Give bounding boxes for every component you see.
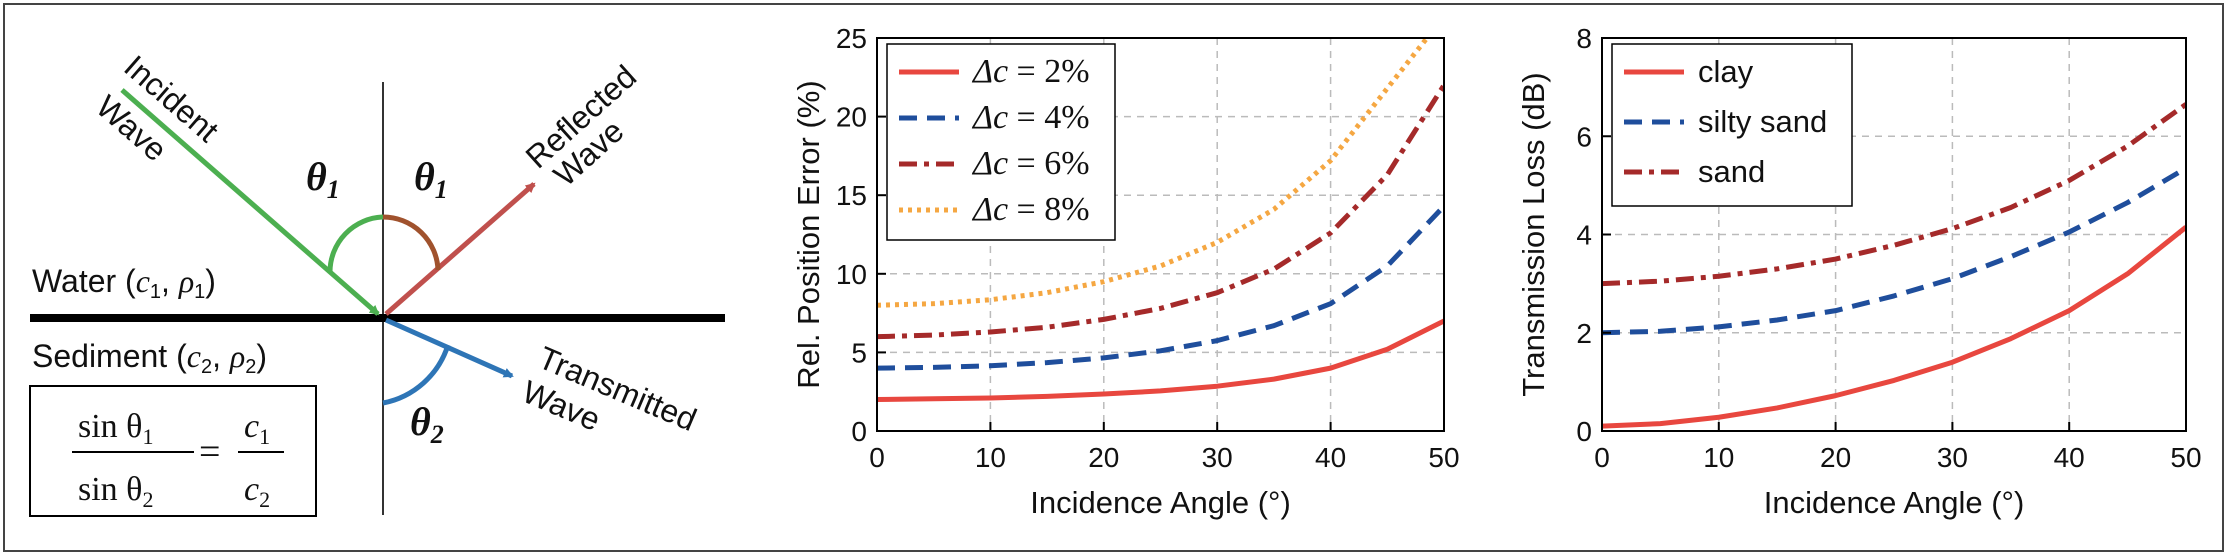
x-tick-label: 10 <box>1703 442 1734 473</box>
x-axis-label: Incidence Angle (°) <box>1030 485 1291 520</box>
incident-ray <box>120 88 380 316</box>
legend-label: Δc = 6% <box>971 145 1090 182</box>
y-tick-label: 6 <box>1576 121 1592 152</box>
x-tick-label: 20 <box>1820 442 1851 473</box>
svg-text:c2: c2 <box>244 471 270 512</box>
y-axis-label: Rel. Position Error (%) <box>791 80 826 388</box>
theta2-label: θ2 <box>410 399 444 449</box>
x-tick-label: 20 <box>1088 442 1119 473</box>
legend-label: sand <box>1698 154 1765 189</box>
y-tick-label: 4 <box>1576 220 1592 251</box>
theta1-arc-incident <box>327 214 384 273</box>
y-tick-label: 20 <box>836 102 867 133</box>
svg-text:sin θ1: sin θ1 <box>78 408 153 449</box>
x-tick-label: 40 <box>1315 442 1346 473</box>
series-line-2 <box>877 204 1444 371</box>
x-axis-label: Incidence Angle (°) <box>1764 485 2025 520</box>
series-line-1 <box>1602 225 2186 429</box>
y-tick-label: 5 <box>851 337 867 368</box>
svg-text:sin θ2: sin θ2 <box>78 471 153 512</box>
x-tick-label: 30 <box>1202 442 1233 473</box>
legend-label: silty sand <box>1698 104 1827 139</box>
legend-label: Δc = 8% <box>971 191 1090 228</box>
x-tick-label: 30 <box>1937 442 1968 473</box>
y-tick-label: 0 <box>1576 416 1592 447</box>
y-tick-label: 25 <box>836 23 867 54</box>
y-tick-label: 10 <box>836 259 867 290</box>
figure-border <box>3 3 2224 552</box>
x-tick-label: 10 <box>975 442 1006 473</box>
y-axis-label: Transmission Loss (dB) <box>1516 72 1551 396</box>
y-tick-label: 0 <box>851 416 867 447</box>
x-tick-label: 0 <box>1594 442 1610 473</box>
theta1-left-label: θ1 <box>306 154 340 204</box>
series-line-3 <box>877 83 1444 340</box>
water-label: Water (c1, ρ1) <box>32 263 216 303</box>
x-tick-label: 0 <box>869 442 885 473</box>
legend-label: Δc = 2% <box>971 53 1090 90</box>
sediment-label: Sediment (c2, ρ2) <box>32 338 267 378</box>
theta2-arc <box>382 344 451 406</box>
legend-box <box>886 43 1116 241</box>
x-tick-label: 50 <box>2170 442 2201 473</box>
series-line-2 <box>1602 166 2186 336</box>
theta1-arc-reflected <box>382 214 441 271</box>
snell-formula: sin θ1 sin θ2 = c1 c2 <box>72 408 284 512</box>
y-tick-label: 8 <box>1576 23 1592 54</box>
x-tick-label: 40 <box>2054 442 2085 473</box>
reflected-ray <box>384 182 536 316</box>
theta1-right-label: θ1 <box>414 154 448 204</box>
svg-text:=: = <box>199 431 220 473</box>
x-tick-label: 50 <box>1428 442 1459 473</box>
svg-text:c1: c1 <box>244 408 270 449</box>
plot-frame <box>876 37 1445 432</box>
legend-label: Δc = 4% <box>971 99 1090 136</box>
legend-label: clay <box>1698 54 1754 89</box>
series-line-1 <box>877 318 1444 403</box>
y-tick-label: 15 <box>836 180 867 211</box>
y-tick-label: 2 <box>1576 318 1592 349</box>
